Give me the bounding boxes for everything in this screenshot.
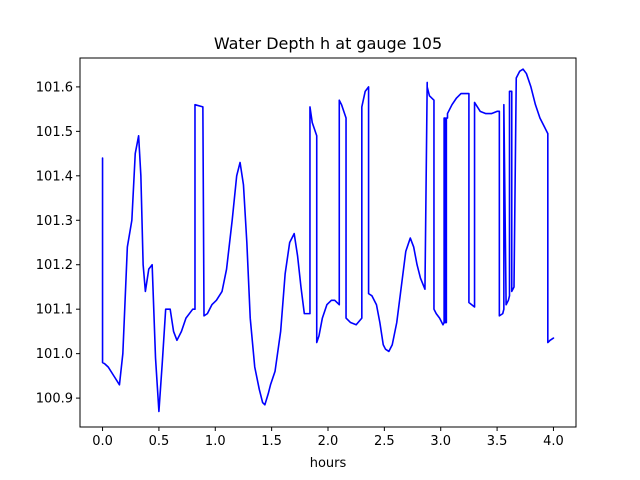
x-tick-label: 3.5: [487, 434, 508, 449]
x-tick-label: 1.5: [261, 434, 282, 449]
data-layer: [101, 68, 555, 413]
y-tick-label: 101.4: [36, 169, 73, 184]
y-tick-label: 100.9: [36, 392, 73, 407]
x-tick-label: 3.0: [430, 434, 451, 449]
x-tick-label: 1.0: [205, 434, 226, 449]
y-tick-label: 101.5: [36, 125, 73, 140]
y-tick-label: 101.1: [36, 303, 73, 318]
x-tick-label: 0.0: [92, 434, 113, 449]
x-axis-label: hours: [310, 456, 347, 471]
series-line-1: [101, 68, 555, 413]
y-tick-label: 101.2: [36, 258, 73, 273]
x-axis: 0.0 0.5 1.0 1.5 2.0 2.5 3.0 3.5 4.0: [92, 427, 564, 449]
x-tick-label: 0.5: [149, 434, 170, 449]
x-tick-label: 2.0: [318, 434, 339, 449]
y-tick-label: 101.0: [36, 347, 73, 362]
x-tick-label: 4.0: [543, 434, 564, 449]
plot-area: [80, 58, 576, 427]
chart-title: Water Depth h at gauge 105: [214, 34, 442, 53]
y-tick-label: 101.3: [36, 214, 73, 229]
x-tick-label: 2.5: [374, 434, 395, 449]
y-tick-label: 101.6: [36, 80, 73, 95]
y-axis: 100.9 101.0 101.1 101.2 101.3 101.4 101.5 101.6: [36, 80, 80, 407]
